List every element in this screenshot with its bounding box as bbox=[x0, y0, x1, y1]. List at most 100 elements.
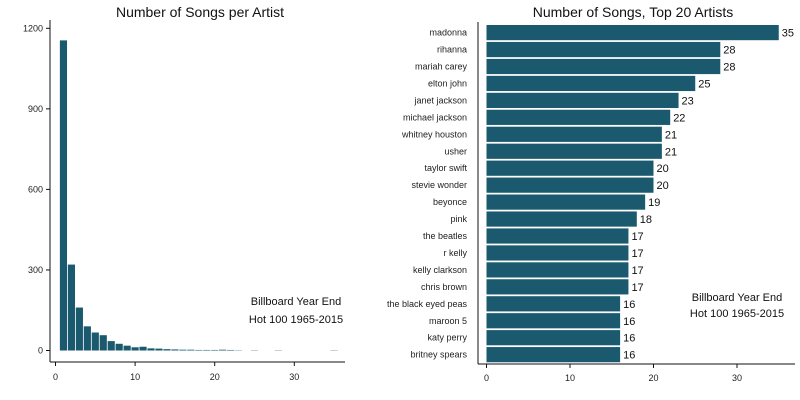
top20-bar bbox=[486, 194, 646, 210]
top20-category-label: maroon 5 bbox=[429, 316, 467, 326]
histogram-y-ticks: 0 300 600 900 1200 bbox=[23, 23, 50, 356]
top20-bar bbox=[486, 262, 629, 278]
top20-bar bbox=[486, 347, 621, 363]
top20-bars bbox=[486, 25, 779, 363]
histogram-x-tick-label: 0 bbox=[53, 372, 58, 382]
top20-category-label: the black eyed peas bbox=[387, 299, 468, 309]
top20-bar bbox=[486, 41, 721, 58]
top20-bar bbox=[486, 126, 662, 142]
top20-value-label: 17 bbox=[631, 265, 643, 277]
top20-value-label: 17 bbox=[631, 248, 643, 260]
histogram-x-ticks: 0 10 20 30 bbox=[53, 362, 299, 382]
top20-x-tick-label: 20 bbox=[648, 373, 658, 383]
top20-annotation-line2: Hot 100 1965-2015 bbox=[690, 308, 784, 320]
histogram-bar bbox=[227, 349, 235, 351]
histogram-bar bbox=[203, 349, 211, 351]
top20-bar bbox=[486, 177, 654, 193]
top20-value-label: 25 bbox=[698, 78, 710, 90]
top20-value-labels: 35 28 28 25 23 22 21 21 20 20 19 18 17 17 17 17 16 16 16 16 bbox=[623, 28, 794, 362]
top20-value-label: 19 bbox=[648, 197, 660, 209]
top20-value-label: 21 bbox=[665, 146, 677, 158]
histogram-bar bbox=[115, 343, 123, 351]
top20-value-label: 28 bbox=[723, 62, 735, 74]
histogram-bar bbox=[163, 349, 171, 351]
histogram-y-tick-label: 1200 bbox=[23, 23, 43, 33]
top20-value-label: 21 bbox=[665, 129, 677, 141]
histogram-bar bbox=[171, 349, 179, 351]
histogram-bar bbox=[179, 349, 187, 351]
histogram-y-tick-label: 0 bbox=[38, 346, 43, 356]
top20-bar bbox=[486, 143, 662, 159]
top20-bar bbox=[486, 313, 621, 329]
top20-category-label: kelly clarkson bbox=[413, 265, 467, 275]
top20-category-label: mariah carey bbox=[415, 62, 468, 72]
histogram-y-tick-label: 900 bbox=[28, 104, 43, 114]
histogram-x-tick-label: 10 bbox=[130, 372, 140, 382]
top20-category-label: janet jackson bbox=[413, 95, 467, 105]
top20-bar bbox=[486, 330, 621, 346]
top20-category-label: whitney houston bbox=[401, 129, 467, 139]
histogram-bar bbox=[107, 341, 115, 351]
top20-value-label: 16 bbox=[623, 333, 635, 345]
histogram-title: Number of Songs per Artist bbox=[116, 4, 284, 20]
histogram-bar bbox=[131, 347, 139, 351]
top20-value-label: 20 bbox=[657, 163, 669, 175]
top20-bar bbox=[486, 228, 629, 244]
top20-category-label: r kelly bbox=[443, 248, 467, 258]
top20-bar bbox=[486, 296, 621, 312]
histogram-bar bbox=[75, 307, 83, 351]
top20-category-label: madonna bbox=[429, 28, 467, 38]
histogram-y-tick-label: 600 bbox=[28, 184, 43, 194]
histogram-annotation-line1: Billboard Year End bbox=[251, 296, 342, 308]
top20-category-label: pink bbox=[450, 214, 467, 224]
histogram-x-tick-label: 20 bbox=[210, 372, 220, 382]
histogram-bar bbox=[211, 349, 219, 351]
histogram-bar bbox=[187, 349, 195, 351]
top20-bar bbox=[486, 58, 721, 75]
top20-category-label: michael jackson bbox=[403, 112, 467, 122]
histogram-bar bbox=[195, 349, 203, 351]
top20-category-label: taylor swift bbox=[424, 163, 467, 173]
top20-category-label: stevie wonder bbox=[411, 180, 467, 190]
top20-bar bbox=[486, 92, 679, 108]
histogram-x-tick-label: 30 bbox=[289, 372, 299, 382]
histogram-bar bbox=[99, 335, 107, 351]
top20-category-labels: madonna rihanna mariah carey elton john jane… bbox=[387, 28, 468, 360]
top20-x-tick-label: 30 bbox=[732, 373, 742, 383]
top20-category-label: elton john bbox=[428, 78, 467, 88]
top20-value-label: 17 bbox=[631, 231, 643, 243]
top20-category-label: chris brown bbox=[421, 282, 467, 292]
histogram-annotation-line2: Hot 100 1965-2015 bbox=[249, 314, 343, 326]
top20-bar bbox=[486, 211, 637, 227]
top20-category-label: katy perry bbox=[427, 333, 467, 343]
top20-bar bbox=[486, 160, 654, 176]
top20-x-tick-label: 0 bbox=[484, 373, 489, 383]
top20-value-label: 16 bbox=[623, 316, 635, 328]
top20-value-label: 28 bbox=[723, 45, 735, 57]
top20-annotation-line1: Billboard Year End bbox=[692, 292, 783, 304]
top20-bar bbox=[486, 25, 779, 41]
top20-bar bbox=[486, 279, 629, 295]
top20-category-label: usher bbox=[444, 146, 467, 156]
histogram-bar bbox=[123, 345, 131, 351]
top20-category-label: the beatles bbox=[423, 231, 468, 241]
histogram-bar bbox=[83, 326, 91, 351]
top20-value-label: 16 bbox=[623, 350, 635, 362]
histogram-bar bbox=[139, 346, 147, 351]
top20-x-tick-label: 10 bbox=[565, 373, 575, 383]
top20-chart: Number of Songs, Top 20 Artists madonna r… bbox=[387, 4, 795, 383]
histogram-bar bbox=[91, 332, 99, 351]
top20-value-label: 22 bbox=[673, 112, 685, 124]
top20-value-label: 20 bbox=[657, 180, 669, 192]
top20-value-label: 17 bbox=[631, 282, 643, 294]
top20-bar bbox=[486, 75, 696, 92]
top20-value-label: 16 bbox=[623, 299, 635, 311]
top20-value-label: 35 bbox=[782, 28, 794, 40]
top20-title: Number of Songs, Top 20 Artists bbox=[533, 4, 734, 20]
histogram-bar bbox=[155, 348, 163, 351]
top20-category-label: rihanna bbox=[437, 45, 467, 55]
top20-bar bbox=[486, 109, 671, 125]
histogram-y-tick-label: 300 bbox=[28, 265, 43, 275]
top20-bar bbox=[486, 245, 629, 261]
